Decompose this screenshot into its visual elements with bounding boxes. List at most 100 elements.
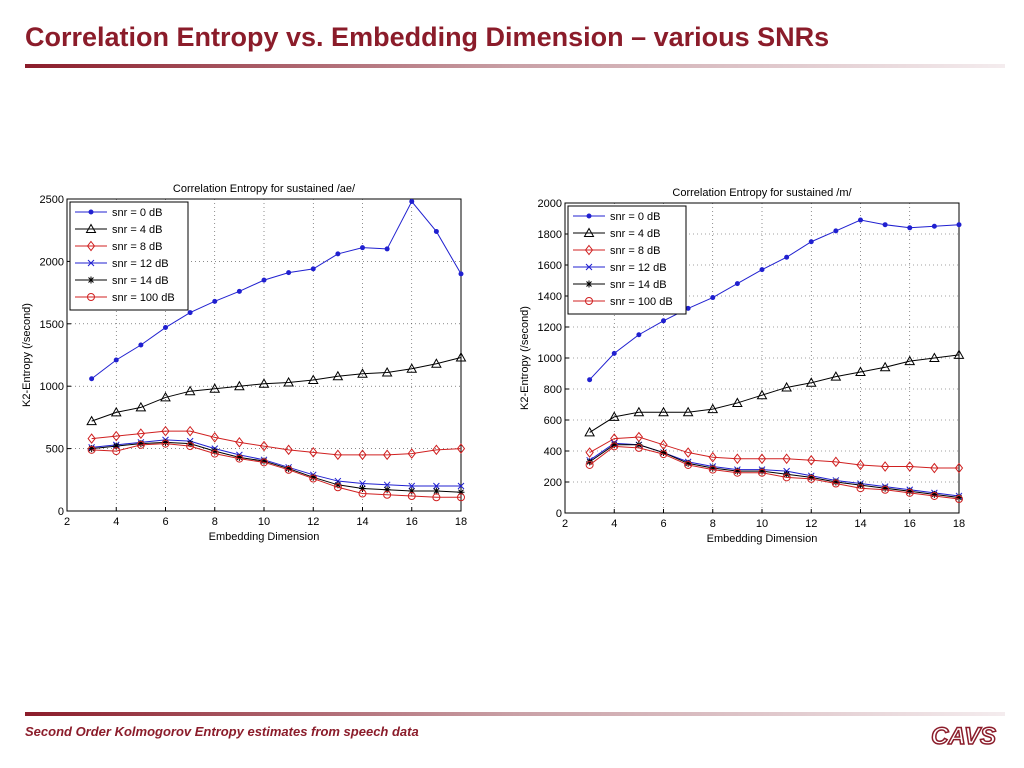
y-tick-label: 0 — [58, 506, 64, 518]
marker — [261, 277, 267, 283]
marker — [212, 298, 218, 304]
marker — [285, 465, 293, 473]
marker — [382, 449, 392, 461]
marker — [260, 457, 268, 465]
marker — [831, 479, 840, 488]
chart: 0 500 1000 1500 2000 2500 2 4 6 8 10 12 14 16 18 Correl… — [21, 183, 467, 543]
marker — [659, 450, 668, 459]
legend-box — [567, 205, 687, 315]
marker — [358, 449, 367, 461]
marker — [636, 332, 642, 338]
marker — [89, 376, 95, 382]
title-rule — [25, 64, 1005, 68]
x-axis-label: Embedding Dimension — [707, 533, 818, 545]
marker — [210, 449, 219, 458]
y-tick-label: 800 — [544, 384, 562, 396]
marker — [585, 460, 594, 469]
marker — [284, 444, 293, 456]
marker — [808, 239, 814, 245]
x-tick-label: 8 — [212, 516, 218, 528]
plot-frame — [66, 198, 462, 512]
marker — [309, 447, 318, 458]
x-tick-label: 2 — [562, 518, 568, 530]
marker — [633, 406, 645, 417]
y-tick-label: 0 — [556, 508, 562, 520]
marker — [334, 481, 342, 489]
series-line — [91, 430, 462, 456]
marker — [210, 432, 219, 443]
marker — [931, 223, 937, 229]
legend-marker — [87, 276, 95, 284]
footer-text: Second Order Kolmogorov Entropy estimate… — [25, 724, 419, 739]
legend-marker — [586, 213, 592, 219]
legend-label: snr = 8 dB — [610, 245, 660, 257]
series-line — [589, 444, 960, 498]
y-tick-label: 1400 — [538, 291, 562, 303]
marker — [458, 271, 464, 277]
marker — [455, 351, 467, 362]
marker — [805, 377, 817, 387]
marker — [137, 440, 145, 448]
x-axis-label: Embedding Dimension — [209, 531, 320, 543]
marker — [807, 474, 816, 483]
y-tick-label: 1600 — [538, 260, 562, 272]
marker — [584, 426, 595, 437]
y-tick-label: 1800 — [538, 229, 562, 241]
legend-label: snr = 8 dB — [112, 241, 162, 253]
legend-label: snr = 4 dB — [112, 224, 162, 236]
marker — [112, 430, 121, 442]
legend-marker — [585, 280, 593, 288]
x-tick-label: 6 — [162, 516, 168, 528]
marker — [758, 467, 766, 475]
marker — [757, 453, 767, 465]
marker — [905, 461, 914, 472]
marker — [235, 453, 243, 461]
series-line — [589, 354, 960, 433]
marker — [855, 366, 866, 376]
marker — [955, 494, 963, 501]
marker — [163, 325, 168, 331]
legend-label: snr = 0 dB — [610, 211, 660, 223]
marker — [433, 228, 439, 234]
x-tick-label: 8 — [710, 518, 716, 530]
chart-title: Correlation Entropy for sustained /ae/ — [173, 183, 356, 195]
slide-title: Correlation Entropy vs. Embedding Dimens… — [25, 22, 829, 52]
marker — [882, 222, 888, 228]
marker — [113, 357, 119, 363]
marker — [87, 433, 96, 444]
y-axis-label: K2-Entropy (/second) — [21, 303, 33, 407]
marker — [187, 310, 193, 316]
marker — [138, 342, 144, 348]
series-line — [589, 436, 959, 469]
marker — [830, 371, 842, 381]
marker — [333, 483, 342, 492]
marker — [708, 465, 717, 474]
marker — [457, 493, 465, 502]
x-tick-label: 18 — [953, 518, 965, 530]
y-tick-label: 2500 — [40, 194, 64, 206]
marker — [634, 443, 643, 452]
marker — [904, 355, 916, 366]
marker — [360, 245, 365, 251]
marker — [807, 473, 815, 481]
legend-marker — [584, 244, 594, 256]
marker — [407, 448, 416, 459]
legend-marker — [85, 223, 97, 233]
marker — [880, 461, 890, 472]
marker — [831, 456, 841, 468]
marker — [358, 489, 367, 498]
legend-label: snr = 0 dB — [112, 207, 162, 219]
marker — [383, 481, 391, 489]
x-tick-label: 2 — [64, 516, 70, 528]
marker — [309, 473, 317, 481]
marker — [683, 447, 693, 458]
marker — [685, 305, 691, 311]
marker — [186, 440, 194, 448]
marker — [684, 460, 693, 469]
marker — [732, 397, 743, 407]
marker — [708, 451, 717, 463]
marker — [954, 462, 964, 474]
x-tick-label: 16 — [904, 518, 916, 530]
marker — [759, 267, 765, 273]
marker — [905, 488, 914, 497]
